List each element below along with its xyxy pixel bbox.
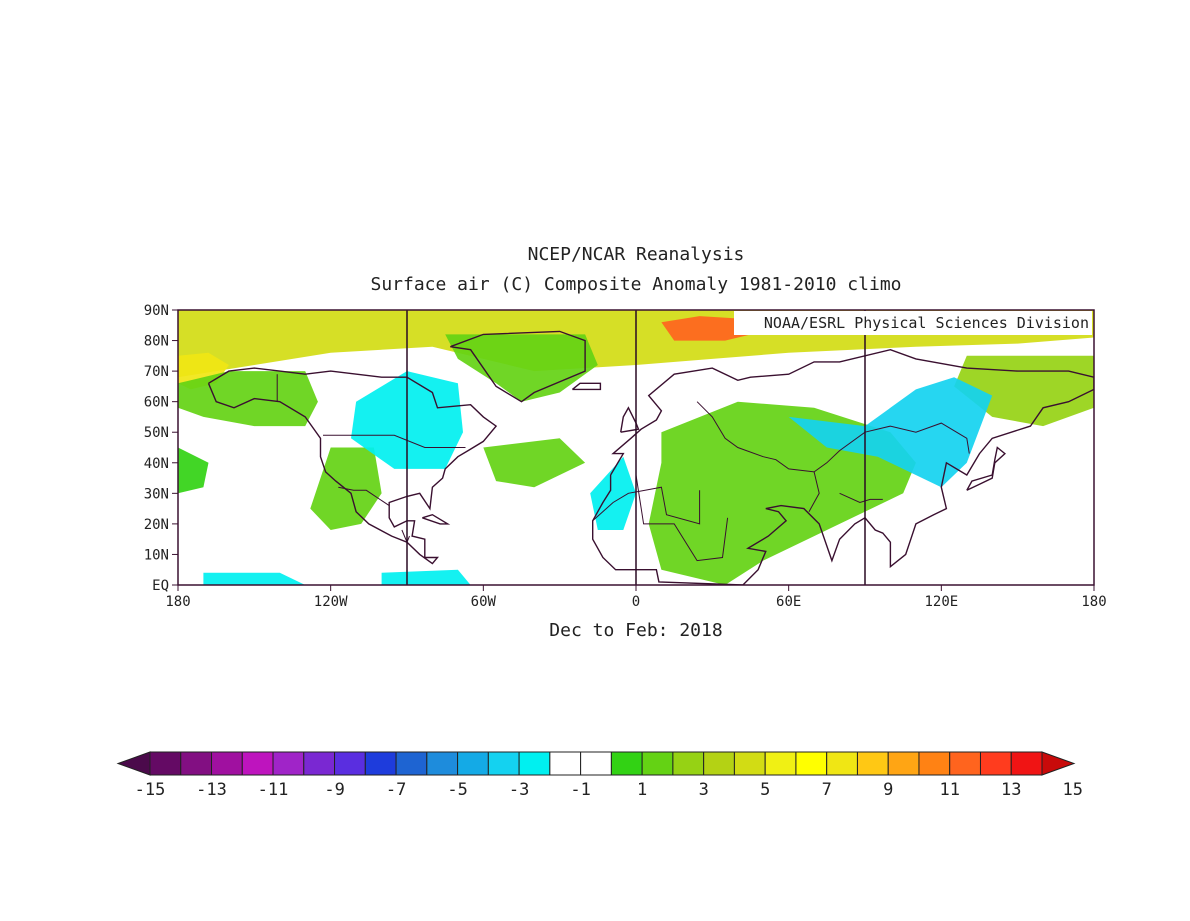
colorbar-swatch (795, 751, 828, 776)
lat-tick-label: 80N (144, 334, 169, 350)
lon-tick-label: 0 (632, 594, 640, 610)
anomaly-region-equatorial-atlantic-cold (381, 569, 471, 585)
anomaly-region-north-atlantic-warm (483, 438, 586, 488)
colorbar-swatch (149, 751, 182, 776)
lon-tick-label: 60W (471, 594, 497, 610)
lat-tick-label: EQ (152, 578, 169, 594)
credit-label: NOAA/ESRL Physical Sciences Division (764, 314, 1089, 332)
lon-tick-label: 120E (924, 594, 958, 610)
colorbar-swatch (303, 751, 336, 776)
colorbar-tick-label: -15 (135, 780, 166, 800)
colorbar-swatch (949, 751, 981, 776)
colorbar-swatch (641, 751, 674, 776)
colorbar-swatch (826, 751, 858, 776)
colorbar-swatch (549, 751, 582, 776)
colorbar-swatch (979, 751, 1012, 776)
lat-tick-label: 10N (144, 547, 169, 563)
colorbar-swatch (395, 751, 428, 776)
figure-subtitle: Surface air (C) Composite Anomaly 1981-2… (370, 274, 901, 295)
credit-box (734, 311, 1092, 335)
colorbar-swatch (518, 751, 551, 776)
colorbar-tick-label: 9 (883, 780, 893, 800)
colorbar-swatch (1010, 751, 1043, 776)
lat-tick-label: 90N (144, 303, 169, 319)
colorbar-swatch (364, 751, 397, 776)
colorbar-tick-label: -9 (324, 780, 344, 800)
coastline (450, 330, 586, 403)
colorbar-tick-label: 3 (699, 780, 709, 800)
colorbar-tick-label: 7 (822, 780, 832, 800)
lat-tick-label: 40N (144, 456, 169, 472)
coastline (422, 513, 451, 525)
colorbar-swatch (610, 751, 643, 776)
colorbar-tick-label: -5 (447, 780, 467, 800)
colorbar-swatch (211, 751, 243, 776)
lat-tick-label: 20N (144, 517, 169, 533)
anomaly-region-west-africa-cold (590, 456, 636, 530)
country-border (696, 401, 970, 473)
lon-tick-label: 120W (314, 594, 348, 610)
colorbar-swatch (703, 751, 735, 776)
country-border (808, 471, 820, 512)
colorbar-tick-label: 11 (939, 780, 959, 800)
coastline (571, 382, 602, 391)
country-border (323, 434, 466, 448)
anomaly-region-north-pacific-warm (178, 371, 318, 427)
colorbar: -15 -13 -11 -9 -7 -5 -3 -1 1 3 5 7 9 11 13 15 (116, 751, 1083, 800)
colorbar-swatch (241, 751, 274, 776)
colorbar-swatch (180, 751, 213, 776)
lat-tick-label: 50N (144, 425, 169, 441)
colorbar-tick-label: -11 (258, 780, 289, 800)
colorbar-tick-label: 5 (760, 780, 770, 800)
country-border (338, 486, 390, 507)
map-panel: NOAA/ESRL Physical Sciences Division 180… (144, 303, 1107, 610)
colorbar-swatch (580, 751, 612, 776)
colorbar-tick-label: -7 (386, 780, 406, 800)
meridian-lines (406, 310, 866, 585)
coastline (592, 348, 1094, 585)
colorbar-tick-label: -1 (570, 780, 590, 800)
country-border (592, 486, 701, 525)
coastline-layer (207, 330, 1094, 585)
colorbar-tick-label: 13 (1001, 780, 1021, 800)
colorbar-low-arrow (116, 751, 151, 776)
colorbar-tick-label: -3 (509, 780, 529, 800)
lon-tick-label: 60E (776, 594, 801, 610)
period-label: Dec to Feb: 2018 (549, 620, 722, 641)
anomaly-region-central-pacific-warm (178, 447, 209, 494)
anomaly-region-equatorial-pacific-cold (203, 572, 306, 585)
figure-title: NCEP/NCAR Reanalysis (528, 244, 745, 265)
colorbar-swatch (733, 751, 766, 776)
colorbar-swatch (672, 751, 705, 776)
anomaly-region-greenland-warm (445, 334, 598, 402)
lon-tick-label: 180 (1081, 594, 1106, 610)
coastline (207, 367, 498, 565)
colorbar-high-arrow (1041, 751, 1076, 776)
colorbar-tick-label: 1 (637, 780, 647, 800)
colorbar-swatch (764, 751, 797, 776)
coastline (966, 446, 1006, 491)
colorbar-swatch (272, 751, 305, 776)
country-border (635, 474, 729, 562)
colorbar-swatch (457, 751, 489, 776)
lat-tick-label: 70N (144, 364, 169, 380)
axis-ticks: 180 120W 60W 0 60E 120E 180 90N 80N 70N 60N 50N 40N 3… (144, 303, 1107, 610)
anomaly-region-siberia-cold (788, 377, 993, 488)
colorbar-tick-label: -13 (196, 780, 227, 800)
lat-tick-label: 60N (144, 395, 169, 411)
colorbar-swatch (918, 751, 951, 776)
colorbar-tick-label: 15 (1063, 780, 1083, 800)
colorbar-swatch (887, 751, 920, 776)
colorbar-swatch (334, 751, 366, 776)
colorbar-swatch (856, 751, 889, 776)
anomaly-region-east-asia-north-warm (954, 355, 1094, 427)
lat-tick-label: 30N (144, 486, 169, 502)
lon-tick-label: 180 (165, 594, 190, 610)
colorbar-swatch (426, 751, 459, 776)
colorbar-swatch (487, 751, 520, 776)
